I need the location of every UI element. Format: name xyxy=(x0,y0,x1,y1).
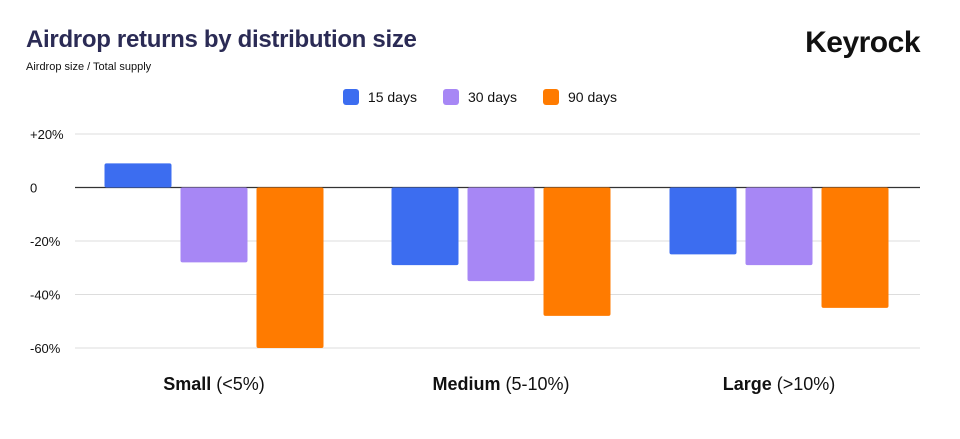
category-range: (<5%) xyxy=(216,374,265,394)
y-tick-label: -40% xyxy=(30,288,61,303)
bar-small-15-days xyxy=(104,163,172,188)
legend-swatch-30-days xyxy=(442,89,459,105)
legend-item-90-days: 90 days xyxy=(543,89,617,105)
y-tick-label: -20% xyxy=(30,234,61,249)
bar-medium-15-days xyxy=(391,187,459,266)
bar-large-90-days xyxy=(821,187,889,308)
category-range: (>10%) xyxy=(777,374,836,394)
x-category-label: Large (>10%) xyxy=(723,374,836,394)
legend-swatch-90-days xyxy=(543,89,560,105)
legend-swatch-15-days xyxy=(342,89,359,105)
bar-large-15-days xyxy=(669,187,737,255)
legend-item-15-days: 15 days xyxy=(342,89,417,105)
bar-large-30-days xyxy=(745,187,813,266)
legend-item-30-days: 30 days xyxy=(442,89,518,105)
category-name: Large xyxy=(723,374,777,394)
category-name: Small xyxy=(163,374,216,394)
chart-subtitle: Airdrop size / Total supply xyxy=(26,61,152,73)
legend-label-15-days: 15 days xyxy=(367,89,417,105)
bar-small-30-days xyxy=(180,187,248,263)
legend-label-90-days: 90 days xyxy=(568,89,618,105)
legend: 15 days 30 days 90 days xyxy=(0,89,960,105)
x-category-label: Medium (5-10%) xyxy=(432,374,569,394)
category-name: Medium xyxy=(432,374,505,394)
y-tick-label: +20% xyxy=(30,127,64,142)
brand-logo: Keyrock xyxy=(805,26,920,59)
bar-small-90-days xyxy=(256,187,324,348)
bar-medium-90-days xyxy=(543,187,611,316)
category-range: (5-10%) xyxy=(505,374,569,394)
x-category-label: Small (<5%) xyxy=(163,374,265,394)
y-tick-label: -60% xyxy=(30,341,61,356)
bar-medium-30-days xyxy=(467,187,535,282)
chart-title: Airdrop returns by distribution size xyxy=(26,26,417,53)
legend-label-30-days: 30 days xyxy=(467,89,518,105)
y-tick-label: 0 xyxy=(30,181,37,196)
